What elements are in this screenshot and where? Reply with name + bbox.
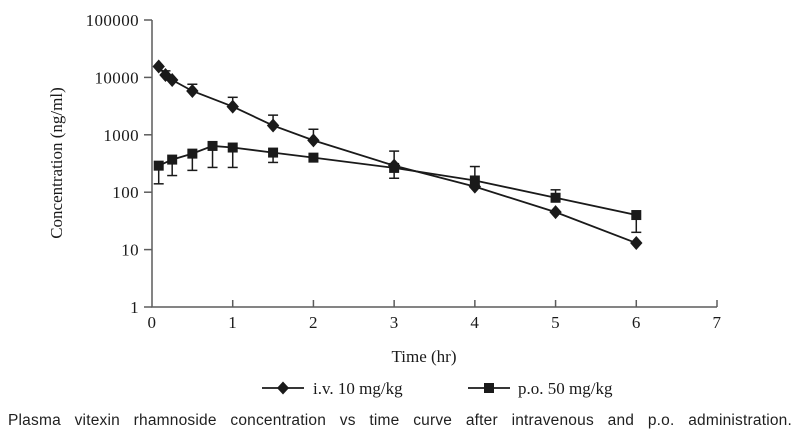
square-marker-icon — [207, 140, 218, 151]
y-tick-label: 100000 — [86, 11, 139, 30]
legend-po-label: p.o. 50 mg/kg — [518, 379, 613, 398]
y-tick-label: 1 — [130, 298, 139, 317]
x-tick-label: 3 — [390, 313, 399, 332]
x-tick-label: 6 — [632, 313, 641, 332]
diamond-marker-icon — [630, 236, 643, 251]
square-marker-icon — [550, 192, 561, 203]
legend-item-iv: i.v. 10 mg/kg — [262, 379, 403, 398]
square-marker-icon — [484, 383, 494, 393]
square-marker-icon — [469, 175, 480, 186]
series-po — [153, 140, 642, 234]
legend-item-po: p.o. 50 mg/kg — [468, 379, 613, 398]
square-marker-icon — [268, 147, 279, 158]
x-tick-label: 5 — [551, 313, 560, 332]
square-marker-icon — [187, 148, 198, 159]
legend: i.v. 10 mg/kg p.o. 50 mg/kg — [262, 379, 613, 398]
legend-iv-label: i.v. 10 mg/kg — [313, 379, 403, 398]
x-tick-label: 1 — [228, 313, 237, 332]
diamond-marker-icon — [152, 59, 165, 74]
diamond-marker-icon — [277, 381, 289, 395]
y-tick-label: 100 — [112, 183, 139, 202]
square-marker-icon — [167, 154, 178, 165]
diamond-marker-icon — [226, 99, 239, 114]
square-marker-icon — [227, 142, 238, 153]
y-tick-label: 10000 — [95, 68, 140, 87]
series-iv — [152, 59, 643, 251]
x-axis-title: Time (hr) — [391, 347, 456, 366]
diamond-marker-icon — [307, 133, 320, 148]
y-tick-label: 10 — [121, 241, 139, 260]
diamond-marker-icon — [549, 205, 562, 220]
square-marker-icon — [631, 210, 642, 221]
diamond-marker-icon — [266, 118, 280, 133]
figure-caption: Plasma vitexin rhamnoside concentration … — [8, 412, 792, 429]
x-tick-label: 4 — [470, 313, 479, 332]
x-tick-label: 7 — [713, 313, 722, 332]
square-marker-icon — [153, 160, 164, 171]
x-axis-ticks: 0 1 2 3 4 5 6 7 — [148, 300, 722, 332]
diamond-marker-icon — [186, 83, 199, 98]
series-line — [158, 145, 637, 216]
x-tick-label: 0 — [148, 313, 157, 332]
square-marker-icon — [308, 152, 319, 163]
y-axis-title: Concentration (ng/ml) — [47, 87, 66, 239]
y-tick-label: 1000 — [103, 126, 139, 145]
y-axis-ticks: 1 10 100 1000 10000 100000 — [86, 11, 152, 317]
x-tick-label: 2 — [309, 313, 318, 332]
square-marker-icon — [389, 162, 400, 173]
diamond-marker-icon — [165, 73, 179, 88]
series-line — [157, 65, 637, 244]
axes — [151, 20, 717, 308]
